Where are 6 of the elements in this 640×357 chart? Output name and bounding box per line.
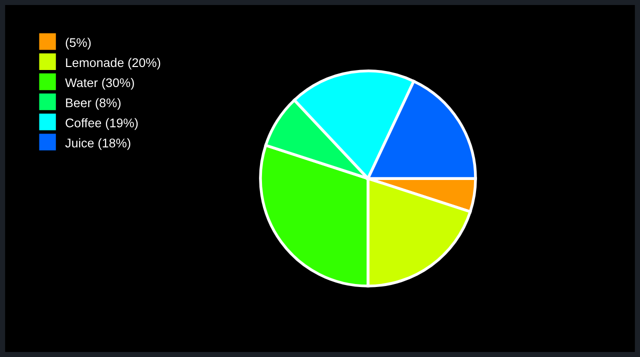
legend-label: Lemonade (20%) <box>66 58 160 70</box>
legend-label: (5%) <box>66 38 91 50</box>
legend-label: Water (30%) <box>65 78 134 90</box>
legend-label: Beer (8%) <box>66 98 121 110</box>
legend-label: Juice (18%) <box>65 138 130 150</box>
legend-label: Coffee (19%) <box>66 118 138 130</box>
